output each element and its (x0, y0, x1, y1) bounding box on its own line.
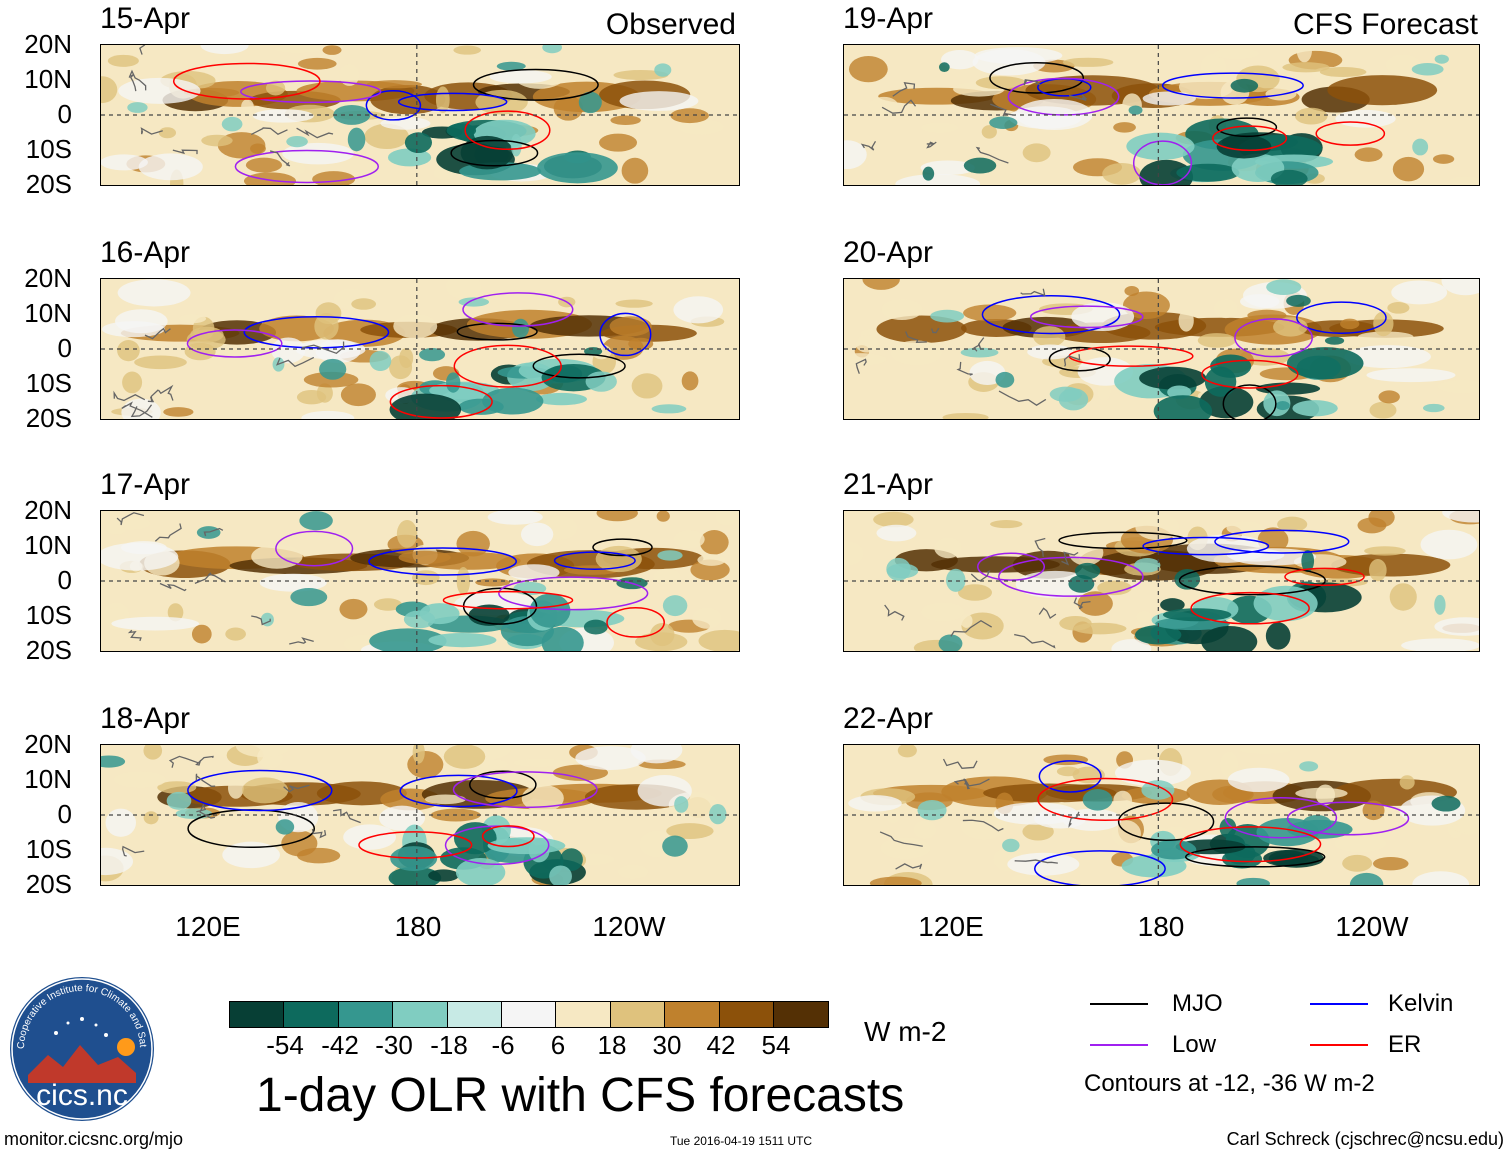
legend-label-er: ER (1388, 1031, 1422, 1058)
panel-date: 19-Apr (843, 2, 934, 35)
lat-label: 20S (25, 403, 72, 433)
forecast-heading: CFS Forecast (1292, 8, 1478, 41)
observed-heading: Observed (605, 8, 736, 41)
lat-label: 0 (57, 99, 72, 129)
legend-line-low (1090, 1044, 1148, 1046)
legend-line-mjo (1090, 1003, 1148, 1005)
colorbar-tick: 42 (706, 1030, 736, 1060)
colorbar-tick: -42 (321, 1030, 359, 1060)
contour-note: Contours at -12, -36 W m-2 (1084, 1070, 1375, 1097)
colorbar-swatch (284, 1002, 339, 1027)
colorbar-swatch (230, 1002, 285, 1027)
lon-label: 120W (1335, 911, 1409, 942)
olr-field (844, 745, 1479, 885)
panel-date: 21-Apr (843, 468, 934, 501)
lon-label: 120E (918, 911, 984, 942)
olr-map (100, 510, 740, 652)
colorbar-tick: 30 (652, 1030, 682, 1060)
panel-date: 16-Apr (100, 236, 191, 269)
lon-label: 180 (394, 911, 442, 942)
olr-field (844, 279, 1479, 419)
colorbar-swatch (447, 1002, 502, 1027)
legend-line-kelvin (1310, 1003, 1368, 1005)
lat-label: 10N (24, 530, 72, 560)
legend-line-er (1310, 1044, 1368, 1046)
lat-label: 20N (24, 29, 72, 59)
colorbar-units: W m-2 (864, 1016, 947, 1047)
legend-label-kelvin: Kelvin (1388, 990, 1454, 1017)
colorbar-tick: 54 (761, 1030, 791, 1060)
lat-label: 20N (24, 729, 72, 759)
colorbar-swatch (665, 1002, 720, 1027)
colorbar-swatch (719, 1002, 774, 1027)
panel-date: 18-Apr (100, 702, 191, 735)
figure-title: 1-day OLR with CFS forecasts (256, 1069, 905, 1122)
colorbar-swatch (556, 1002, 611, 1027)
lat-label: 0 (57, 565, 72, 595)
olr-field (101, 511, 739, 651)
legend-label-mjo: MJO (1172, 990, 1223, 1017)
olr-map (843, 278, 1480, 420)
logo-text: cics.nc (36, 1079, 128, 1112)
lat-label: 20S (25, 635, 72, 665)
lat-label: 10S (25, 368, 72, 398)
lat-label: 20S (25, 169, 72, 199)
olr-field (101, 745, 739, 885)
lat-label: 20S (25, 869, 72, 899)
lat-label: 10N (24, 298, 72, 328)
lat-label: 10N (24, 64, 72, 94)
lon-label: 120E (175, 911, 241, 942)
lat-label: 10S (25, 600, 72, 630)
panel-date: 20-Apr (843, 236, 934, 269)
lat-label: 0 (57, 333, 72, 363)
lat-label: 10S (25, 834, 72, 864)
lat-label: 10N (24, 764, 72, 794)
colorbar-swatch (610, 1002, 666, 1027)
colorbar-swatch (501, 1002, 557, 1027)
colorbar-tick: -18 (430, 1030, 468, 1060)
footer-timestamp: Tue 2016-04-19 1511 UTC (670, 1134, 813, 1148)
colorbar-tick: 6 (550, 1030, 566, 1060)
cics-logo: Cooperative Institute for Climate and Sa… (5, 967, 156, 1123)
olr-map (843, 510, 1480, 652)
lon-label: 180 (1137, 911, 1185, 942)
panel-date: 22-Apr (843, 702, 934, 735)
colorbar-swatch (338, 1002, 394, 1027)
lat-label: 0 (57, 799, 72, 829)
olr-map (100, 44, 740, 186)
olr-field (844, 45, 1479, 185)
colorbar-swatch (393, 1002, 448, 1027)
lat-label: 20N (24, 263, 72, 293)
lon-label: 120W (592, 911, 666, 942)
olr-map (100, 278, 740, 420)
footer-author: Carl Schreck (cjschrec@ncsu.edu) (1226, 1129, 1504, 1149)
olr-map (100, 744, 740, 886)
olr-field (101, 279, 739, 419)
panel-date: 15-Apr (100, 2, 191, 35)
colorbar-tick: -6 (491, 1030, 515, 1060)
legend-label-low: Low (1172, 1031, 1217, 1058)
colorbar-swatch (773, 1002, 829, 1027)
colorbar-tick: -30 (375, 1030, 413, 1060)
olr-map (843, 44, 1480, 186)
colorbar (229, 1001, 830, 1028)
lat-label: 10S (25, 134, 72, 164)
lat-label: 20N (24, 495, 72, 525)
footer-url[interactable]: monitor.cicsnc.org/mjo (4, 1129, 184, 1149)
olr-map (843, 744, 1480, 886)
colorbar-tick: 18 (597, 1030, 627, 1060)
colorbar-tick: -54 (266, 1030, 304, 1060)
olr-field (101, 45, 739, 185)
panel-date: 17-Apr (100, 468, 191, 501)
olr-field (844, 511, 1479, 651)
